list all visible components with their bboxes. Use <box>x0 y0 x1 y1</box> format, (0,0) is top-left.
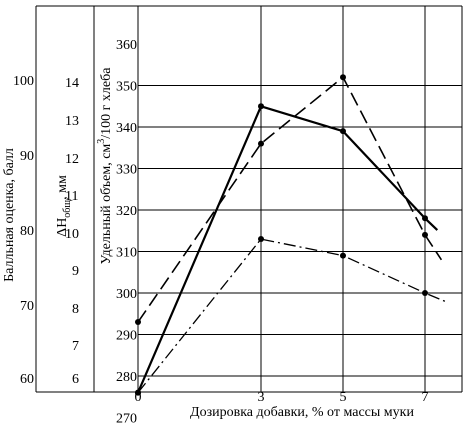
volume-tick-label: 340 <box>116 121 137 136</box>
data-point-solid <box>422 215 428 222</box>
volume-tick-label: 330 <box>116 163 137 178</box>
score-tick-label: 80 <box>20 224 34 239</box>
score-tick-label: 70 <box>20 299 34 314</box>
height-tick-label: 13 <box>65 114 79 129</box>
volume-tick-label: 280 <box>116 370 137 385</box>
score-axis-ticks: 60 70 80 90 100 <box>13 74 34 387</box>
height-tick-label: 9 <box>72 264 79 279</box>
data-point-solid <box>340 128 346 135</box>
volume-tick-label: 350 <box>116 80 137 95</box>
height-tick-label: 8 <box>72 302 79 317</box>
height-axis-title-suffix: , мм <box>55 175 70 200</box>
height-axis-title: ΔHобщ, мм <box>55 175 73 237</box>
data-point-dash-dot <box>340 252 346 259</box>
height-tick-label: 11 <box>65 189 78 204</box>
height-tick-label: 6 <box>72 372 79 387</box>
data-point-dash-dot <box>135 389 141 396</box>
height-tick-label: 10 <box>65 227 79 242</box>
volume-axis-title-sup: 3 <box>96 139 107 144</box>
height-axis-title-prefix: ΔH <box>55 218 70 237</box>
score-tick-label: 100 <box>13 74 34 89</box>
x-axis-ticks: 0 3 5 7 <box>135 390 429 405</box>
height-axis-ticks: 6 7 8 9 10 11 12 13 14 <box>65 76 79 387</box>
data-point-dashed <box>422 231 428 238</box>
x-tick-label: 5 <box>340 390 347 405</box>
volume-tick-label: 320 <box>116 204 137 219</box>
score-tick-label: 90 <box>20 149 34 164</box>
volume-tick-label: 360 <box>116 38 137 53</box>
height-tick-label: 14 <box>65 76 79 91</box>
height-tick-label: 12 <box>65 152 79 167</box>
data-point-dash-dot <box>258 236 264 243</box>
volume-tick-label: 300 <box>116 287 137 302</box>
series-line-solid <box>136 105 439 394</box>
score-tick-label: 60 <box>20 372 34 387</box>
volume-tick-label: 310 <box>116 246 137 261</box>
x-tick-label: 3 <box>258 390 265 405</box>
series-group <box>135 74 448 396</box>
series-line-dash-dot <box>137 238 448 394</box>
data-point-dashed <box>135 319 141 326</box>
volume-tick-label: 270 <box>116 412 137 423</box>
volume-axis-title-suffix: /100 г хлеба <box>99 67 114 139</box>
volume-axis-title-prefix: Удельный объем, см <box>99 144 114 265</box>
data-point-dashed <box>258 140 264 147</box>
height-axis-title-sub: общ <box>62 200 73 218</box>
height-tick-label: 7 <box>72 339 79 354</box>
data-point-dashed <box>340 74 346 81</box>
score-axis-title: Балльная оценка, балл <box>2 148 17 282</box>
grid <box>138 6 462 392</box>
volume-axis-ticks: 270 280 290 300 310 320 330 340 350 360 <box>116 38 137 423</box>
x-tick-label: 7 <box>422 390 429 405</box>
volume-tick-label: 290 <box>116 329 137 344</box>
x-tick-label: 0 <box>135 390 142 405</box>
data-point-solid <box>258 103 264 110</box>
data-point-dash-dot <box>422 290 428 296</box>
volume-axis-title: Удельный объем, см3/100 г хлеба <box>96 67 114 265</box>
x-axis-title: Дозировка добавки, % от массы муки <box>190 405 414 420</box>
